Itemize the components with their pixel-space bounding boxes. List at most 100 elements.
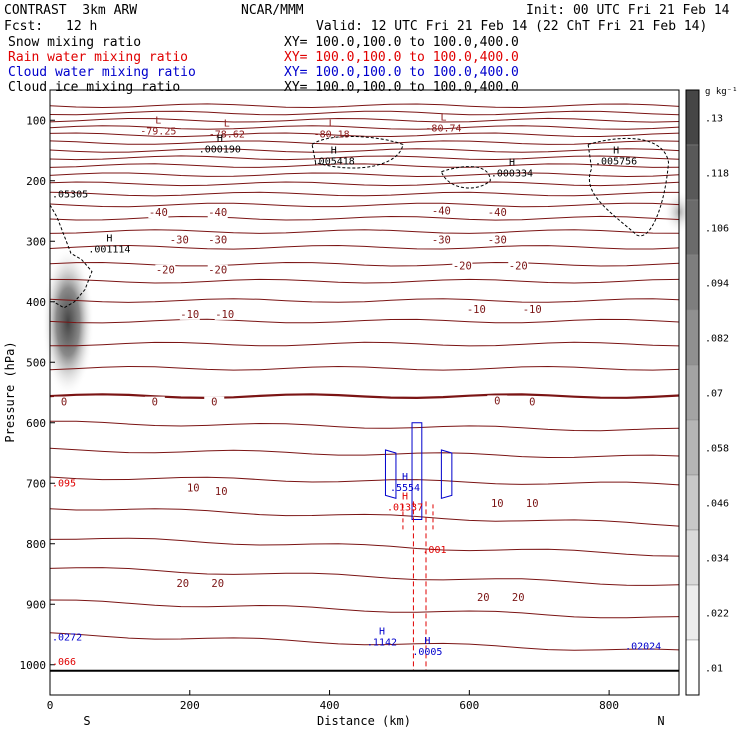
extremum-letter: H <box>402 472 408 483</box>
colorbar-swatch <box>685 199 700 256</box>
isotherm-line <box>49 181 680 187</box>
isotherm-label: -30 <box>208 234 227 246</box>
isotherm-label-bg <box>452 260 473 272</box>
isotherm-label: 0 <box>152 397 158 409</box>
contour-value-label: .066 <box>52 657 76 668</box>
isotherm-label: -20 <box>509 260 528 272</box>
isotherm-line <box>49 447 680 459</box>
y-tick-label: 800 <box>26 538 46 551</box>
snow-contour <box>440 166 491 189</box>
isotherm-label-bg <box>172 578 193 590</box>
colorbar-label: .118 <box>705 169 729 180</box>
isotherm-label-bg <box>204 396 225 408</box>
isotherm-line <box>49 476 680 486</box>
extremum-letter: H <box>106 233 112 244</box>
isotherm-line <box>49 117 680 123</box>
extremum-value: -80.74 <box>425 123 461 134</box>
init-time: Init: 00 UTC Fri 21 Feb 14 <box>526 3 730 18</box>
isotherm-label: 20 <box>477 592 490 604</box>
isotherm-line <box>49 103 680 109</box>
isotherm-label: -10 <box>215 309 234 321</box>
extremum-letter: H <box>424 636 430 647</box>
isotherm-line <box>49 632 680 651</box>
isotherm-label: 0 <box>529 397 535 409</box>
fcst-value: 12 h <box>66 19 98 34</box>
isotherm-label-bg <box>155 264 176 276</box>
temperature-contours <box>49 103 680 651</box>
extremum-letter: H <box>613 146 619 157</box>
y-tick-label: 200 <box>26 175 46 188</box>
colorbar-swatch <box>685 144 700 201</box>
y-tick-label: 400 <box>26 296 46 309</box>
field-xy-cloud-ice: XY= 100.0,100.0 to 100.0,400.0 <box>284 80 519 95</box>
isotherm-line <box>49 110 680 116</box>
isotherm-line <box>49 393 680 400</box>
isotherm-label: -40 <box>149 207 168 219</box>
isotherm-label-bg <box>431 205 452 217</box>
isotherm-label: -30 <box>488 234 507 246</box>
isotherm-line <box>49 261 680 267</box>
isotherm-label-bg <box>473 592 494 604</box>
contour-value-label: .001 <box>422 545 446 556</box>
isotherm-line <box>49 537 680 557</box>
y-tick-label: 100 <box>26 114 46 127</box>
isotherm-label-bg <box>487 207 508 219</box>
isotherm-line <box>49 244 680 250</box>
isotherm-line <box>49 229 680 234</box>
isotherm-label-bg <box>508 260 529 272</box>
y-tick-label: 300 <box>26 235 46 248</box>
fcst-label: Fcst: <box>4 19 44 34</box>
cloud-ice-shading <box>42 190 692 397</box>
field-name-cloud-water: Cloud water mixing ratio <box>8 65 196 80</box>
extremum-letter: L <box>329 118 335 129</box>
colorbar-label: .082 <box>705 334 729 345</box>
field-name-cloud-ice: Cloud ice mixing ratio <box>8 80 181 95</box>
x-end-label-north: N <box>657 714 664 728</box>
isotherm-label: 10 <box>491 498 504 510</box>
plot-frame <box>49 89 680 696</box>
isotherm-label: 10 <box>526 498 539 510</box>
isotherm-label: 0 <box>211 397 217 409</box>
colorbar-label: .046 <box>705 499 729 510</box>
isotherm-label: 20 <box>211 578 224 590</box>
isotherm-line <box>49 148 680 153</box>
isotherm-line <box>49 599 680 619</box>
extremum-value: .0005 <box>412 647 442 658</box>
isotherm-label-bg <box>522 304 543 316</box>
contour-value-label: .095 <box>52 478 76 489</box>
isotherm-label: -20 <box>208 265 227 277</box>
isotherm-label: -30 <box>432 234 451 246</box>
isotherm-label-bg <box>487 234 508 246</box>
isotherm-label-bg <box>522 498 543 510</box>
isotherm-label: -40 <box>488 207 507 219</box>
extremum-value: -80.18 <box>314 129 350 140</box>
isotherm-line <box>49 318 680 324</box>
isotherm-label-bg <box>207 234 228 246</box>
isotherm-label-bg <box>207 207 228 219</box>
colorbar-swatch <box>685 639 700 696</box>
field-xy-snow: XY= 100.0,100.0 to 100.0,400.0 <box>284 35 519 50</box>
cloud-water-contour <box>384 449 397 500</box>
cloud-water-contour <box>440 449 453 500</box>
extremum-letter: H <box>402 492 408 503</box>
colorbar-unit: g kg⁻¹ <box>705 87 738 97</box>
isotherm-label: 20 <box>512 592 525 604</box>
isotherm-label: 10 <box>215 486 228 498</box>
isotherm-line <box>49 278 680 284</box>
isotherm-label-bg <box>522 396 543 408</box>
colorbar-swatch <box>685 584 700 641</box>
field-xy-rain: XY= 100.0,100.0 to 100.0,400.0 <box>284 50 519 65</box>
isotherm-label: -40 <box>432 205 451 217</box>
field-name-snow: Snow mixing ratio <box>8 35 142 50</box>
extremum-value: .000190 <box>199 144 241 155</box>
extremum-letter: H <box>379 627 385 638</box>
isotherm-label: -30 <box>170 234 189 246</box>
extremum-value: .1142 <box>367 638 397 649</box>
field-xy-cloud-water: XY= 100.0,100.0 to 100.0,400.0 <box>284 65 519 80</box>
center-label: NCAR/MMM <box>241 3 304 18</box>
isotherm-label: 20 <box>176 578 189 590</box>
isotherm-line <box>49 365 680 371</box>
colorbar-label: .01 <box>705 664 723 675</box>
colorbar-label: .022 <box>705 609 729 620</box>
